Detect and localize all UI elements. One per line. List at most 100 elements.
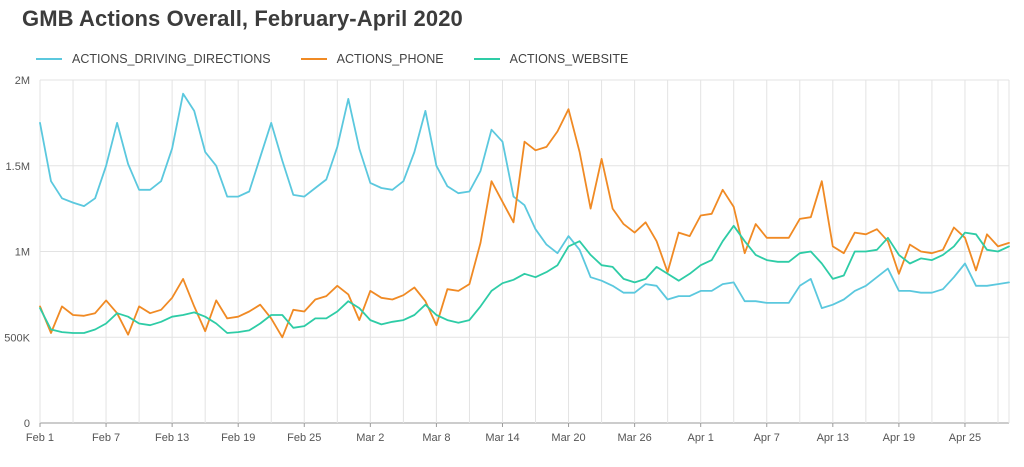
data-point[interactable] <box>192 310 196 314</box>
data-point[interactable] <box>787 236 791 240</box>
data-point[interactable] <box>721 188 725 192</box>
data-point[interactable] <box>886 236 890 240</box>
data-point[interactable] <box>721 282 725 286</box>
data-point[interactable] <box>346 97 350 101</box>
data-point[interactable] <box>291 326 295 330</box>
data-point[interactable] <box>280 313 284 317</box>
data-point[interactable] <box>258 302 262 306</box>
data-point[interactable] <box>324 294 328 298</box>
data-point[interactable] <box>511 278 515 282</box>
data-point[interactable] <box>82 204 86 208</box>
data-point[interactable] <box>676 230 680 234</box>
data-point[interactable] <box>709 258 713 262</box>
data-point[interactable] <box>522 272 526 276</box>
data-point[interactable] <box>754 253 758 257</box>
data-point[interactable] <box>225 331 229 335</box>
data-point[interactable] <box>886 266 890 270</box>
data-point[interactable] <box>588 253 592 257</box>
data-point[interactable] <box>467 282 471 286</box>
data-point[interactable] <box>754 299 758 303</box>
data-point[interactable] <box>489 179 493 183</box>
data-point[interactable] <box>809 277 813 281</box>
data-point[interactable] <box>412 285 416 289</box>
data-point[interactable] <box>71 200 75 204</box>
data-point[interactable] <box>93 327 97 331</box>
data-point[interactable] <box>941 287 945 291</box>
data-point[interactable] <box>952 244 956 248</box>
data-point[interactable] <box>82 314 86 318</box>
data-point[interactable] <box>875 248 879 252</box>
data-point[interactable] <box>214 321 218 325</box>
data-point[interactable] <box>588 206 592 210</box>
data-point[interactable] <box>996 244 1000 248</box>
data-point[interactable] <box>930 251 934 255</box>
series-line-actions-website[interactable] <box>39 224 1010 334</box>
data-point[interactable] <box>875 275 879 279</box>
data-point[interactable] <box>434 313 438 317</box>
data-point[interactable] <box>115 121 119 125</box>
data-point[interactable] <box>544 242 548 246</box>
data-point[interactable] <box>181 313 185 317</box>
data-point[interactable] <box>148 311 152 315</box>
data-point[interactable] <box>489 128 493 132</box>
data-point[interactable] <box>1007 280 1011 284</box>
data-point[interactable] <box>445 287 449 291</box>
data-point[interactable] <box>831 244 835 248</box>
data-point[interactable] <box>544 270 548 274</box>
data-point[interactable] <box>203 314 207 318</box>
data-point[interactable] <box>765 236 769 240</box>
data-point[interactable] <box>368 318 372 322</box>
data-point[interactable] <box>137 321 141 325</box>
data-point[interactable] <box>489 289 493 293</box>
data-point[interactable] <box>610 284 614 288</box>
data-point[interactable] <box>478 241 482 245</box>
data-point[interactable] <box>897 272 901 276</box>
data-point[interactable] <box>192 109 196 113</box>
data-point[interactable] <box>280 158 284 162</box>
data-point[interactable] <box>93 311 97 315</box>
data-point[interactable] <box>919 256 923 260</box>
data-point[interactable] <box>357 306 361 310</box>
data-point[interactable] <box>346 299 350 303</box>
data-point[interactable] <box>732 224 736 228</box>
data-point[interactable] <box>676 294 680 298</box>
data-point[interactable] <box>247 328 251 332</box>
data-point[interactable] <box>236 330 240 334</box>
data-point[interactable] <box>599 278 603 282</box>
data-point[interactable] <box>566 244 570 248</box>
data-point[interactable] <box>632 280 636 284</box>
data-point[interactable] <box>676 278 680 282</box>
data-point[interactable] <box>159 179 163 183</box>
data-point[interactable] <box>533 275 537 279</box>
series-line-actions-driving-directions[interactable] <box>39 92 1010 310</box>
data-point[interactable] <box>864 249 868 253</box>
data-point[interactable] <box>875 227 879 231</box>
data-point[interactable] <box>809 215 813 219</box>
data-point[interactable] <box>687 294 691 298</box>
data-point[interactable] <box>732 205 736 209</box>
data-point[interactable] <box>170 146 174 150</box>
data-point[interactable] <box>500 140 504 144</box>
data-point[interactable] <box>71 313 75 317</box>
data-point[interactable] <box>456 191 460 195</box>
data-point[interactable] <box>632 290 636 294</box>
data-point[interactable] <box>577 239 581 243</box>
data-point[interactable] <box>192 304 196 308</box>
data-point[interactable] <box>60 196 64 200</box>
data-point[interactable] <box>258 321 262 325</box>
data-point[interactable] <box>985 232 989 236</box>
data-point[interactable] <box>820 306 824 310</box>
data-point[interactable] <box>743 239 747 243</box>
data-point[interactable] <box>698 289 702 293</box>
data-point[interactable] <box>853 249 857 253</box>
data-point[interactable] <box>181 92 185 96</box>
data-point[interactable] <box>38 121 42 125</box>
data-point[interactable] <box>258 155 262 159</box>
data-point[interactable] <box>654 265 658 269</box>
data-point[interactable] <box>467 189 471 193</box>
data-point[interactable] <box>809 249 813 253</box>
data-point[interactable] <box>632 230 636 234</box>
data-point[interactable] <box>842 273 846 277</box>
data-point[interactable] <box>974 232 978 236</box>
data-point[interactable] <box>665 272 669 276</box>
